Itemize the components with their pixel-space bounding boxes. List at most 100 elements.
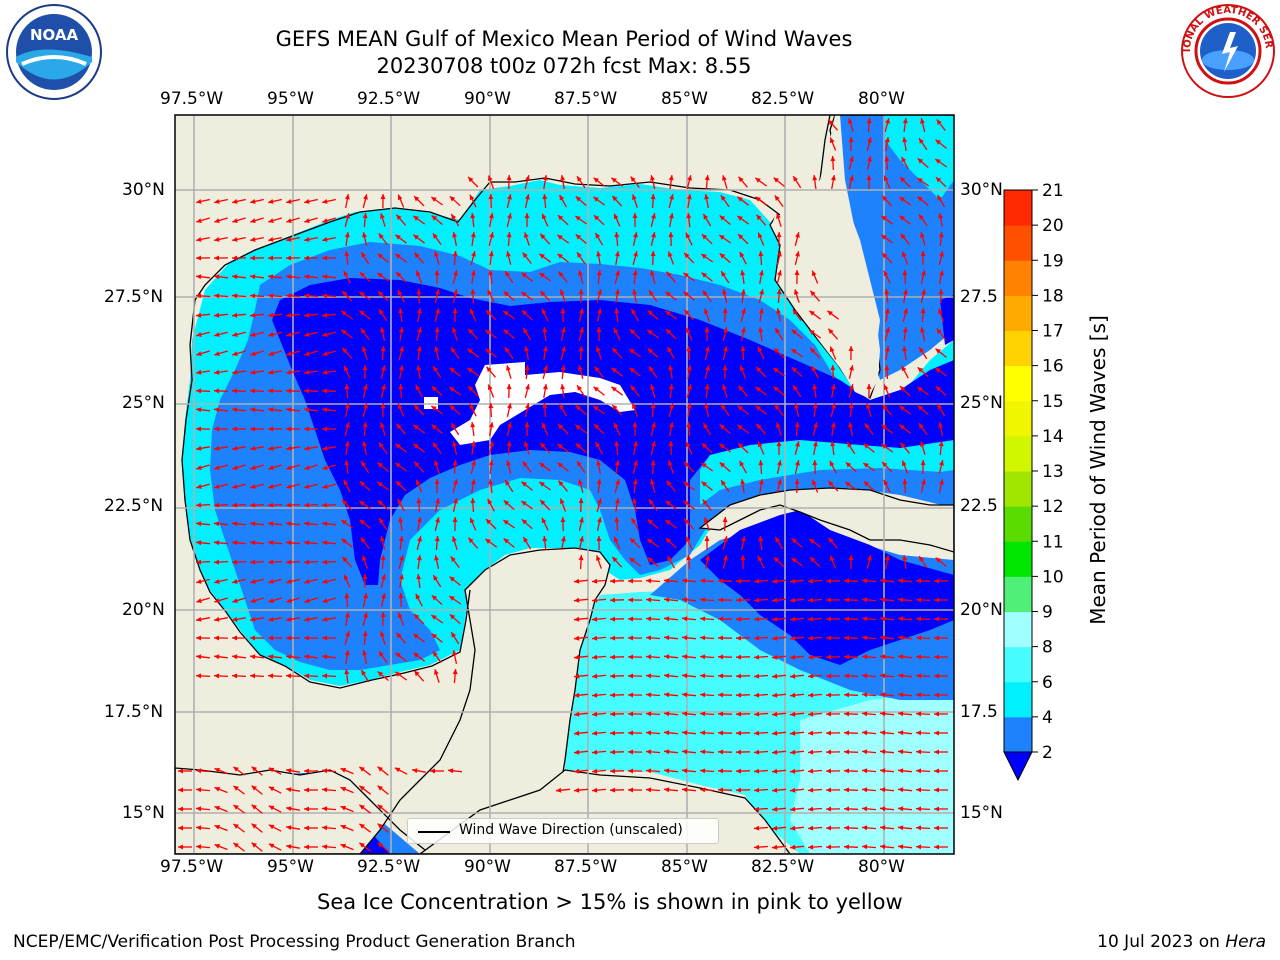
wind-arrow-head bbox=[808, 749, 814, 755]
wind-arrow-head bbox=[304, 445, 310, 451]
wind-arrow-head bbox=[559, 194, 565, 201]
wind-arrow-head bbox=[251, 823, 257, 829]
map-legend: Wind Wave Direction (unscaled) bbox=[407, 818, 719, 844]
wind-arrow-head bbox=[286, 426, 292, 432]
wind-arrow-head bbox=[304, 388, 310, 394]
wind-arrow-head bbox=[363, 593, 368, 599]
wind-arrow-head bbox=[380, 213, 385, 219]
wind-arrow-head bbox=[736, 654, 742, 660]
wind-arrow-head bbox=[560, 365, 566, 371]
wind-arrow-head bbox=[434, 669, 439, 675]
wind-arrow-head bbox=[682, 578, 688, 584]
wind-arrow-head bbox=[304, 540, 310, 546]
wind-arrow-head bbox=[647, 557, 654, 563]
wind-arrow-head bbox=[560, 308, 566, 314]
wind-arrow-head bbox=[650, 384, 655, 390]
colorbar-bin bbox=[1004, 716, 1032, 753]
wind-arrow-head bbox=[920, 232, 925, 238]
wind-arrow-head bbox=[398, 536, 404, 542]
wind-arrow-head bbox=[596, 251, 602, 257]
wind-arrow-head bbox=[938, 441, 944, 447]
wind-arrow-head bbox=[344, 194, 350, 200]
wind-arrow-head bbox=[597, 498, 602, 504]
wind-arrow-head bbox=[773, 348, 780, 354]
wind-arrow-head bbox=[452, 232, 457, 238]
wind-arrow-head bbox=[232, 635, 237, 641]
wind-arrow-head bbox=[790, 806, 796, 812]
wind-arrow-head bbox=[233, 823, 239, 829]
wind-arrow-head bbox=[431, 424, 437, 430]
wind-arrow-head bbox=[722, 175, 727, 181]
wind-arrow-head bbox=[611, 177, 617, 183]
wind-arrow-head bbox=[196, 844, 202, 850]
wind-arrow-head bbox=[737, 196, 743, 202]
wind-arrow-head bbox=[543, 365, 548, 371]
wind-arrow-head bbox=[487, 384, 493, 391]
wind-arrow-head bbox=[935, 177, 942, 183]
wind-arrow-head bbox=[395, 443, 401, 449]
wind-arrow-head bbox=[795, 460, 800, 466]
wind-arrow-head bbox=[880, 711, 886, 717]
wind-arrow-head bbox=[322, 673, 328, 679]
wind-arrow-head bbox=[883, 175, 889, 182]
wind-arrow-head bbox=[597, 517, 602, 523]
wind-arrow-head bbox=[575, 443, 582, 449]
wind-arrow-head bbox=[720, 404, 726, 410]
wind-arrow-head bbox=[250, 332, 256, 337]
wind-arrow-head bbox=[304, 654, 310, 660]
wind-arrow-head bbox=[593, 386, 599, 392]
wind-arrow-head bbox=[880, 635, 886, 641]
wind-arrow-head bbox=[628, 616, 634, 622]
wind-arrow-head bbox=[812, 441, 818, 447]
wind-arrow-head bbox=[592, 692, 598, 698]
wind-arrow-head bbox=[396, 423, 402, 430]
wind-arrow-head bbox=[646, 616, 652, 622]
wind-arrow-head bbox=[722, 365, 728, 371]
wind-arrow-head bbox=[232, 218, 238, 223]
lon-label-top: 90°W bbox=[464, 89, 511, 109]
wind-arrow-head bbox=[934, 578, 939, 584]
wind-arrow-head bbox=[506, 175, 512, 181]
wind-arrow-head bbox=[736, 749, 742, 755]
wind-arrow-head bbox=[595, 232, 601, 239]
wind-arrow-head bbox=[395, 671, 401, 677]
colorbar-bin bbox=[1004, 471, 1032, 507]
wind-arrow-head bbox=[251, 804, 257, 810]
wind-arrow-head bbox=[920, 308, 926, 314]
wind-arrow-head bbox=[629, 329, 636, 335]
wind-arrow-head bbox=[470, 479, 476, 485]
wind-arrow-head bbox=[268, 218, 274, 223]
wind-arrow-head bbox=[304, 616, 310, 622]
wind-arrow-head bbox=[377, 766, 383, 772]
wind-arrow-head bbox=[718, 597, 724, 603]
wind-arrow-head bbox=[214, 218, 220, 223]
wind-arrow-head bbox=[847, 442, 852, 448]
wind-arrow-head bbox=[614, 498, 620, 504]
wind-arrow-head bbox=[268, 805, 275, 811]
wind-arrow-head bbox=[704, 308, 709, 314]
wind-arrow-head bbox=[268, 293, 274, 299]
wind-arrow-head bbox=[628, 711, 634, 717]
lon-label-bottom: 87.5°W bbox=[554, 857, 618, 877]
wind-arrow-head bbox=[574, 616, 580, 622]
wind-arrow-head bbox=[936, 119, 942, 125]
wind-arrow-head bbox=[684, 518, 690, 525]
wind-arrow-head bbox=[322, 388, 328, 394]
wind-arrow-head bbox=[453, 270, 458, 276]
wind-arrow-head bbox=[665, 291, 671, 297]
wind-arrow-head bbox=[362, 631, 368, 637]
wind-arrow-head bbox=[344, 441, 350, 447]
wind-arrow-head bbox=[343, 479, 349, 486]
wind-arrow-head bbox=[826, 844, 831, 850]
wind-arrow-head bbox=[524, 346, 530, 352]
wind-arrow-head bbox=[579, 517, 584, 523]
wind-arrow-head bbox=[826, 597, 831, 603]
wind-arrow-head bbox=[286, 407, 292, 413]
lat-label-left: 17.5°N bbox=[104, 702, 164, 722]
wind-arrow-head bbox=[826, 673, 831, 679]
wind-arrow-head bbox=[196, 768, 202, 774]
wind-arrow-head bbox=[362, 365, 368, 370]
wind-arrow-head bbox=[880, 673, 886, 679]
wind-arrow-head bbox=[377, 842, 383, 848]
wind-arrow-head bbox=[360, 328, 366, 334]
